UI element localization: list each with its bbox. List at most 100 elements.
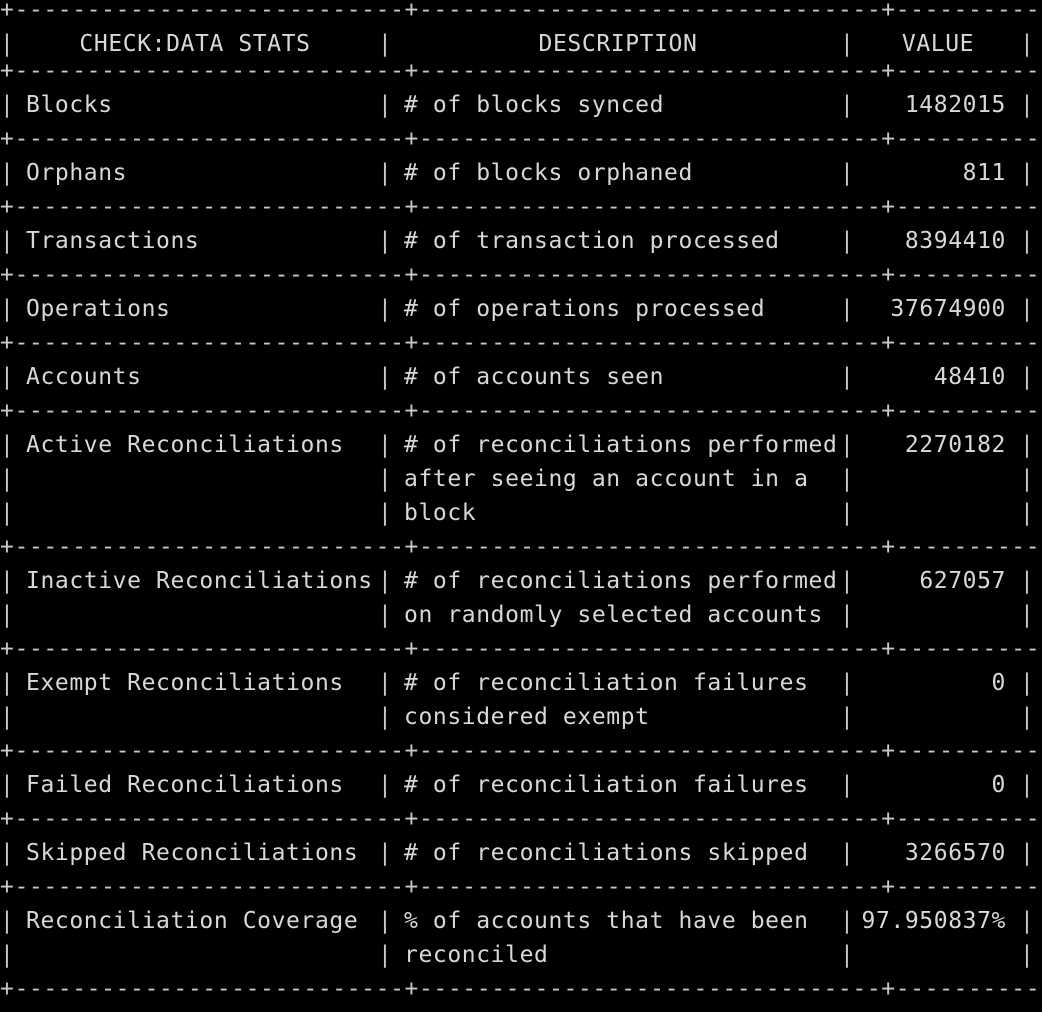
table-row: | | | | after seeing an account in a bbox=[0, 462, 1042, 496]
column-separator: | bbox=[0, 670, 15, 696]
table-row: | | | | Failed Reconciliations 0 # of reconcil… bbox=[0, 768, 1042, 802]
stat-description: # of reconciliations performed bbox=[404, 568, 838, 594]
stat-description: # of accounts seen bbox=[404, 364, 665, 390]
column-separator: | bbox=[840, 602, 855, 628]
column-separator: | bbox=[840, 432, 855, 458]
column-separator: | bbox=[1020, 160, 1035, 186]
column-separator: | bbox=[378, 500, 393, 526]
column-separator: | bbox=[378, 432, 393, 458]
table-border: +---------------------------+-----------… bbox=[0, 262, 1042, 288]
column-separator: | bbox=[0, 92, 15, 118]
column-separator: | bbox=[1020, 942, 1035, 968]
column-separator: | bbox=[1020, 670, 1035, 696]
column-separator: | bbox=[0, 500, 15, 526]
column-separator: | bbox=[1020, 228, 1035, 254]
column-separator: | bbox=[378, 840, 393, 866]
table-row: | | | | Accounts 48410 # of accounts seen bbox=[0, 360, 1042, 394]
column-separator: | bbox=[378, 228, 393, 254]
column-separator: | bbox=[840, 296, 855, 322]
stat-name: Accounts bbox=[26, 364, 142, 390]
stat-value: 37674900 bbox=[890, 296, 1006, 322]
column-separator: | bbox=[378, 704, 393, 730]
column-separator: | bbox=[0, 568, 15, 594]
column-separator: | bbox=[378, 602, 393, 628]
column-separator: | bbox=[0, 31, 15, 57]
table-row: | | | | Operations 37674900 # of operations pr… bbox=[0, 292, 1042, 326]
column-separator: | bbox=[1020, 92, 1035, 118]
column-separator: | bbox=[1020, 772, 1035, 798]
table-border: +---------------------------+-----------… bbox=[0, 58, 1042, 84]
stat-name: Orphans bbox=[26, 160, 128, 186]
table-border: +---------------------------+-----------… bbox=[0, 636, 1042, 662]
stat-name: Blocks bbox=[26, 92, 113, 118]
stat-description: # of reconciliations performed bbox=[404, 432, 838, 458]
column-separator: | bbox=[0, 602, 15, 628]
table-border: +---------------------------+-----------… bbox=[0, 194, 1042, 220]
stat-description: after seeing an account in a bbox=[404, 466, 809, 492]
stat-value: 0 bbox=[991, 772, 1006, 798]
stat-description: # of reconciliations skipped bbox=[404, 840, 809, 866]
table-row: | | | | Blocks 1482015 # of blocks synced bbox=[0, 88, 1042, 122]
stat-description: # of reconciliation failures bbox=[404, 772, 809, 798]
column-separator: | bbox=[1020, 908, 1035, 934]
column-separator: | bbox=[840, 31, 855, 57]
column-separator: | bbox=[378, 942, 393, 968]
column-separator: | bbox=[0, 840, 15, 866]
column-separator: | bbox=[840, 908, 855, 934]
stat-value: 0 bbox=[991, 670, 1006, 696]
column-separator: | bbox=[0, 908, 15, 934]
stat-name: Failed Reconciliations bbox=[26, 772, 344, 798]
column-separator: | bbox=[840, 364, 855, 390]
table-row: | | | | reconciled bbox=[0, 938, 1042, 972]
column-separator: | bbox=[1020, 704, 1035, 730]
column-separator: | bbox=[1020, 840, 1035, 866]
column-separator: | bbox=[0, 466, 15, 492]
stat-description: # of operations processed bbox=[404, 296, 766, 322]
table-border: +---------------------------+-----------… bbox=[0, 534, 1042, 560]
column-separator: | bbox=[0, 704, 15, 730]
stat-value: 97.950837% bbox=[861, 908, 1006, 934]
header-check-data-stats: CHECK:DATA STATS bbox=[79, 31, 311, 57]
stat-name: Operations bbox=[26, 296, 171, 322]
stat-value: 3266570 bbox=[904, 840, 1006, 866]
column-separator: | bbox=[840, 772, 855, 798]
column-separator: | bbox=[840, 568, 855, 594]
column-separator: | bbox=[840, 500, 855, 526]
stat-value: 48410 bbox=[933, 364, 1006, 390]
table-row: | | | | block bbox=[0, 496, 1042, 530]
stat-name: Exempt Reconciliations bbox=[26, 670, 344, 696]
table-row: | | | | on randomly selected accounts bbox=[0, 598, 1042, 632]
column-separator: | bbox=[378, 92, 393, 118]
column-separator: | bbox=[840, 466, 855, 492]
table-row: | | | | Transactions 8394410 # of transaction … bbox=[0, 224, 1042, 258]
column-separator: | bbox=[1020, 602, 1035, 628]
stat-name: Reconciliation Coverage bbox=[26, 908, 359, 934]
stat-description: considered exempt bbox=[404, 704, 650, 730]
column-separator: | bbox=[378, 908, 393, 934]
stat-name: Skipped Reconciliations bbox=[26, 840, 359, 866]
column-separator: | bbox=[378, 364, 393, 390]
stat-description: on randomly selected accounts bbox=[404, 602, 823, 628]
column-separator: | bbox=[378, 466, 393, 492]
column-separator: | bbox=[1020, 500, 1035, 526]
table-row: | | | | Active Reconciliations 2270182 # of re… bbox=[0, 428, 1042, 462]
column-separator: | bbox=[378, 568, 393, 594]
stat-name: Inactive Reconciliations bbox=[26, 568, 373, 594]
column-separator: | bbox=[840, 228, 855, 254]
column-separator: | bbox=[0, 228, 15, 254]
column-separator: | bbox=[840, 92, 855, 118]
column-separator: | bbox=[1020, 296, 1035, 322]
header-description: DESCRIPTION bbox=[538, 31, 698, 57]
column-separator: | bbox=[0, 772, 15, 798]
table-border: +---------------------------+-----------… bbox=[0, 0, 1042, 23]
stat-description: # of transaction processed bbox=[404, 228, 780, 254]
column-separator: | bbox=[1020, 31, 1035, 57]
column-separator: | bbox=[1020, 466, 1035, 492]
table-border: +---------------------------+-----------… bbox=[0, 330, 1042, 356]
stat-name: Transactions bbox=[26, 228, 200, 254]
column-separator: | bbox=[1020, 432, 1035, 458]
table-row: | | | | Orphans 811 # of blocks orphaned bbox=[0, 156, 1042, 190]
column-separator: | bbox=[378, 296, 393, 322]
table-border: +---------------------------+-----------… bbox=[0, 738, 1042, 764]
stat-description: % of accounts that have been bbox=[404, 908, 809, 934]
